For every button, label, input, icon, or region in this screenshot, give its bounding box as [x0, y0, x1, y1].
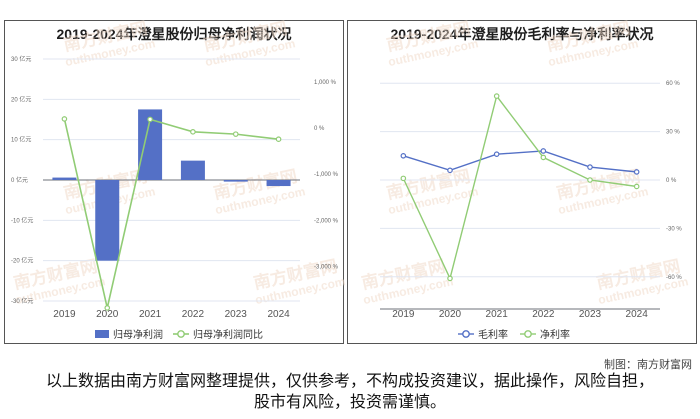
x-tick-label: 2021: [486, 309, 509, 320]
x-tick-label: 2022: [182, 309, 205, 320]
y-right-tick-label: 0 %: [666, 178, 677, 184]
legend-line-marker: [177, 330, 185, 338]
chart-title: 2019-2024年澄星股份归母净利润状况: [56, 26, 292, 42]
bar-net-profit: [52, 177, 77, 180]
line-net-profit-yoy: [63, 118, 279, 309]
legend-line-marker: [462, 330, 470, 338]
point-gross-margin: [447, 167, 453, 174]
x-tick-label: 2020: [96, 309, 119, 320]
credit-text: 制图：南方财富网: [604, 359, 692, 371]
point-net-margin: [400, 175, 407, 182]
bar-net-profit: [95, 180, 120, 261]
point-net-margin: [493, 93, 500, 99]
point-net-margin: [540, 154, 547, 161]
y-right-tick-label: 30 %: [666, 130, 680, 136]
y-right-tick-label: 1,000 %: [314, 80, 337, 86]
y-right-tick-label: -2,000 %: [314, 218, 339, 224]
x-tick-label: 2022: [532, 309, 555, 320]
x-tick-label: 2024: [626, 309, 649, 320]
point-gross-margin: [633, 169, 640, 175]
y-right-tick-label: 60 %: [666, 81, 680, 87]
point-gross-margin: [540, 148, 547, 154]
y-left-tick-label: -30 亿元: [11, 297, 33, 305]
legend-label: 毛利率: [478, 328, 508, 341]
point-net-profit-yoy: [190, 129, 196, 135]
line-net-margin: [402, 94, 637, 281]
point-net-margin: [587, 177, 593, 183]
legend-bar-swatch: [95, 330, 109, 338]
y-right-tick-label: -60 %: [666, 275, 682, 281]
x-tick-label: 2021: [139, 309, 162, 320]
y-left-tick-label: 30 亿元: [11, 55, 31, 63]
line-gross-margin: [403, 150, 637, 173]
point-net-profit-yoy: [232, 131, 239, 137]
x-tick-label: 2019: [53, 309, 76, 320]
net-profit-chart-panel: 2019-2024年澄星股份归母净利润状况 南方财富网 outhmoney.com…: [4, 18, 347, 344]
chart-title: 2019-2024年澄星股份毛利率与净利率状况: [390, 26, 654, 42]
y-right-tick-label: -1,000 %: [314, 172, 339, 178]
y-left-tick-label: -20 亿元: [11, 257, 33, 265]
disclaimer-text: 以上数据由南方财富网整理提供，仅供参考，不构成投资建议，据此操作，风险自担，股市…: [45, 373, 654, 411]
y-right-tick-label: -3,000 %: [314, 264, 339, 270]
x-tick-label: 2019: [392, 309, 415, 320]
y-left-tick-label: 10 亿元: [11, 136, 31, 144]
y-left-tick-label: 20 亿元: [11, 95, 31, 103]
legend-label: 归母净利润: [113, 328, 163, 341]
bar-net-profit: [180, 160, 205, 180]
bar-net-profit: [223, 180, 248, 182]
x-tick-label: 2024: [267, 309, 290, 320]
legend-line-marker: [524, 330, 532, 338]
x-tick-label: 2023: [579, 309, 602, 320]
legend-label: 归母净利润同比: [193, 328, 263, 341]
y-left-tick-label: -10 亿元: [11, 216, 33, 224]
point-gross-margin: [587, 164, 593, 170]
point-net-profit-yoy: [147, 116, 153, 123]
x-tick-label: 2023: [225, 309, 248, 320]
margin-chart-panel: 2019-2024年澄星股份毛利率与净利率状况 南方财富网 outhmoney.c…: [347, 18, 697, 344]
point-net-margin: [447, 275, 453, 282]
point-net-margin: [633, 183, 640, 190]
y-right-tick-label: -30 %: [666, 226, 682, 232]
y-left-tick-label: 0 亿元: [11, 176, 28, 184]
point-gross-margin: [493, 151, 500, 157]
bar-net-profit: [266, 180, 291, 187]
point-net-profit-yoy: [104, 305, 111, 311]
x-tick-label: 2020: [439, 309, 462, 320]
point-net-profit-yoy: [61, 116, 68, 122]
point-net-profit-yoy: [275, 136, 282, 143]
legend-label: 净利率: [540, 328, 570, 341]
y-right-tick-label: 0 %: [314, 126, 325, 132]
point-gross-margin: [400, 153, 407, 159]
